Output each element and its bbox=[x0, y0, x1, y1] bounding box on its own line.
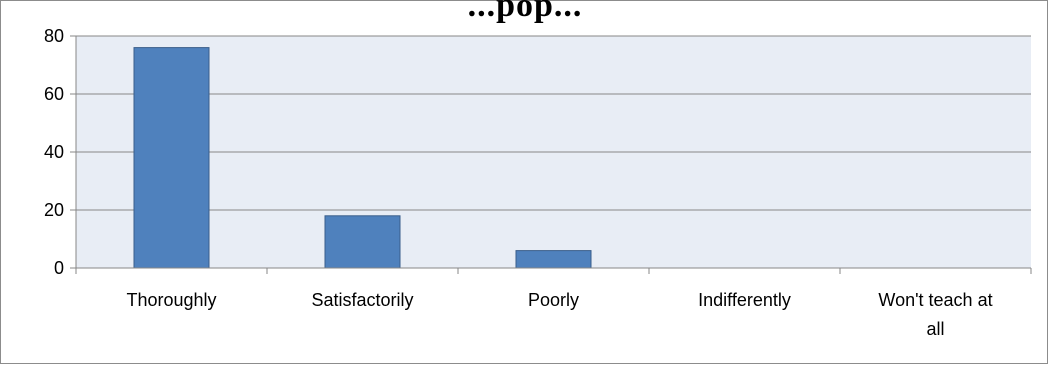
x-category-label: Indifferently bbox=[698, 290, 791, 310]
x-category-label: Satisfactorily bbox=[311, 290, 413, 310]
x-category-label: all bbox=[926, 319, 944, 339]
x-category-labels: Thoroughly Satisfactorily Poorly Indifferen… bbox=[126, 290, 992, 339]
y-tick-label: 80 bbox=[44, 26, 64, 46]
bar bbox=[133, 47, 210, 269]
axes bbox=[70, 35, 1032, 274]
x-category-label: Won't teach at bbox=[878, 290, 992, 310]
y-tick-labels: 0 20 40 60 80 bbox=[44, 26, 64, 278]
chart-title: ...pop... bbox=[467, 0, 583, 24]
bar bbox=[515, 250, 592, 269]
bars bbox=[133, 47, 592, 269]
gridlines bbox=[76, 35, 1031, 211]
bar bbox=[324, 215, 401, 269]
y-tick-label: 20 bbox=[44, 200, 64, 220]
y-tick-label: 60 bbox=[44, 84, 64, 104]
y-tick-label: 40 bbox=[44, 142, 64, 162]
y-tick-label: 0 bbox=[54, 258, 64, 278]
x-category-label: Poorly bbox=[528, 290, 579, 310]
x-category-label: Thoroughly bbox=[126, 290, 216, 310]
